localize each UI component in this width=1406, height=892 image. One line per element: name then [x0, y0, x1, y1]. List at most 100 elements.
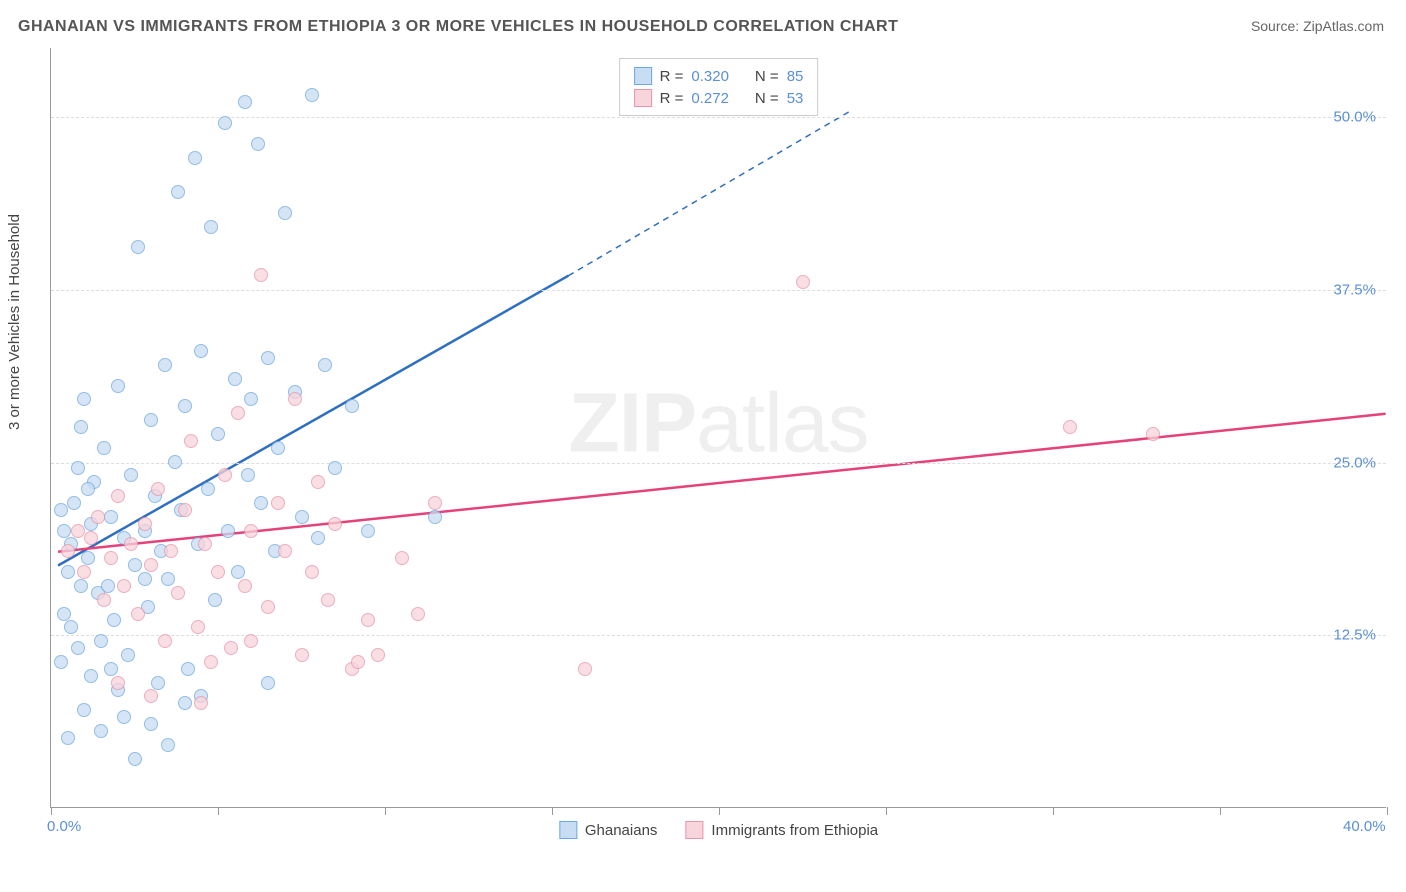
stats-row: R = 0.320N = 85	[634, 65, 804, 87]
swatch-ethiopia	[685, 821, 703, 839]
data-point	[104, 551, 118, 565]
data-point	[74, 420, 88, 434]
data-point	[328, 517, 342, 531]
data-point	[231, 406, 245, 420]
x-tick	[552, 807, 553, 815]
data-point	[295, 510, 309, 524]
data-point	[1146, 427, 1160, 441]
data-point	[111, 489, 125, 503]
data-point	[121, 648, 135, 662]
data-point	[94, 724, 108, 738]
data-point	[238, 95, 252, 109]
data-point	[171, 586, 185, 600]
correlation-stats-box: R = 0.320N = 85R = 0.272N = 53	[619, 58, 819, 116]
data-point	[178, 696, 192, 710]
stats-n-label: N =	[755, 90, 779, 107]
data-point	[1063, 420, 1077, 434]
swatch-ghanaians	[559, 821, 577, 839]
data-point	[151, 482, 165, 496]
data-point	[428, 510, 442, 524]
data-point	[271, 441, 285, 455]
data-point	[796, 275, 810, 289]
data-point	[128, 558, 142, 572]
data-point	[261, 676, 275, 690]
data-point	[411, 607, 425, 621]
data-point	[218, 468, 232, 482]
data-point	[117, 579, 131, 593]
data-point	[261, 600, 275, 614]
x-tick-label: 0.0%	[47, 818, 81, 835]
stats-r-value: 0.272	[691, 90, 729, 107]
data-point	[238, 579, 252, 593]
data-point	[345, 399, 359, 413]
data-point	[228, 372, 242, 386]
y-tick-label: 50.0%	[1333, 109, 1376, 126]
stats-swatch	[634, 67, 652, 85]
data-point	[295, 648, 309, 662]
data-point	[184, 434, 198, 448]
data-point	[191, 620, 205, 634]
legend-label-ethiopia: Immigrants from Ethiopia	[711, 822, 878, 839]
data-point	[278, 206, 292, 220]
data-point	[57, 524, 71, 538]
data-point	[244, 524, 258, 538]
data-point	[131, 240, 145, 254]
data-point	[71, 524, 85, 538]
data-point	[171, 185, 185, 199]
y-tick-label: 25.0%	[1333, 454, 1376, 471]
data-point	[158, 358, 172, 372]
data-point	[104, 510, 118, 524]
data-point	[61, 544, 75, 558]
data-point	[208, 593, 222, 607]
data-point	[144, 558, 158, 572]
data-point	[77, 565, 91, 579]
data-point	[104, 662, 118, 676]
data-point	[71, 641, 85, 655]
data-point	[97, 593, 111, 607]
stats-swatch	[634, 89, 652, 107]
data-point	[97, 441, 111, 455]
stats-n-value: 53	[787, 90, 804, 107]
x-tick	[1053, 807, 1054, 815]
data-point	[61, 731, 75, 745]
x-tick	[1387, 807, 1388, 815]
data-point	[144, 689, 158, 703]
data-point	[54, 503, 68, 517]
data-point	[71, 461, 85, 475]
data-point	[244, 634, 258, 648]
data-point	[578, 662, 592, 676]
data-point	[361, 613, 375, 627]
data-point	[194, 344, 208, 358]
data-point	[194, 696, 208, 710]
data-point	[198, 537, 212, 551]
data-point	[161, 572, 175, 586]
data-point	[261, 351, 275, 365]
data-point	[54, 655, 68, 669]
data-point	[188, 151, 202, 165]
series-legend: Ghanaians Immigrants from Ethiopia	[559, 821, 878, 839]
data-point	[84, 669, 98, 683]
x-tick	[51, 807, 52, 815]
data-point	[107, 613, 121, 627]
data-point	[181, 662, 195, 676]
data-point	[81, 482, 95, 496]
data-point	[178, 399, 192, 413]
data-point	[91, 510, 105, 524]
data-point	[138, 517, 152, 531]
data-point	[124, 537, 138, 551]
legend-item-ethiopia: Immigrants from Ethiopia	[685, 821, 878, 839]
data-point	[211, 565, 225, 579]
data-point	[251, 137, 265, 151]
data-point	[351, 655, 365, 669]
data-point	[305, 565, 319, 579]
y-tick-label: 37.5%	[1333, 281, 1376, 298]
data-point	[151, 676, 165, 690]
data-point	[311, 475, 325, 489]
data-point	[241, 468, 255, 482]
data-point	[211, 427, 225, 441]
data-point	[328, 461, 342, 475]
data-point	[144, 717, 158, 731]
plot-area: ZIPatlas R = 0.320N = 85R = 0.272N = 53 …	[50, 48, 1386, 808]
data-point	[361, 524, 375, 538]
data-point	[224, 641, 238, 655]
